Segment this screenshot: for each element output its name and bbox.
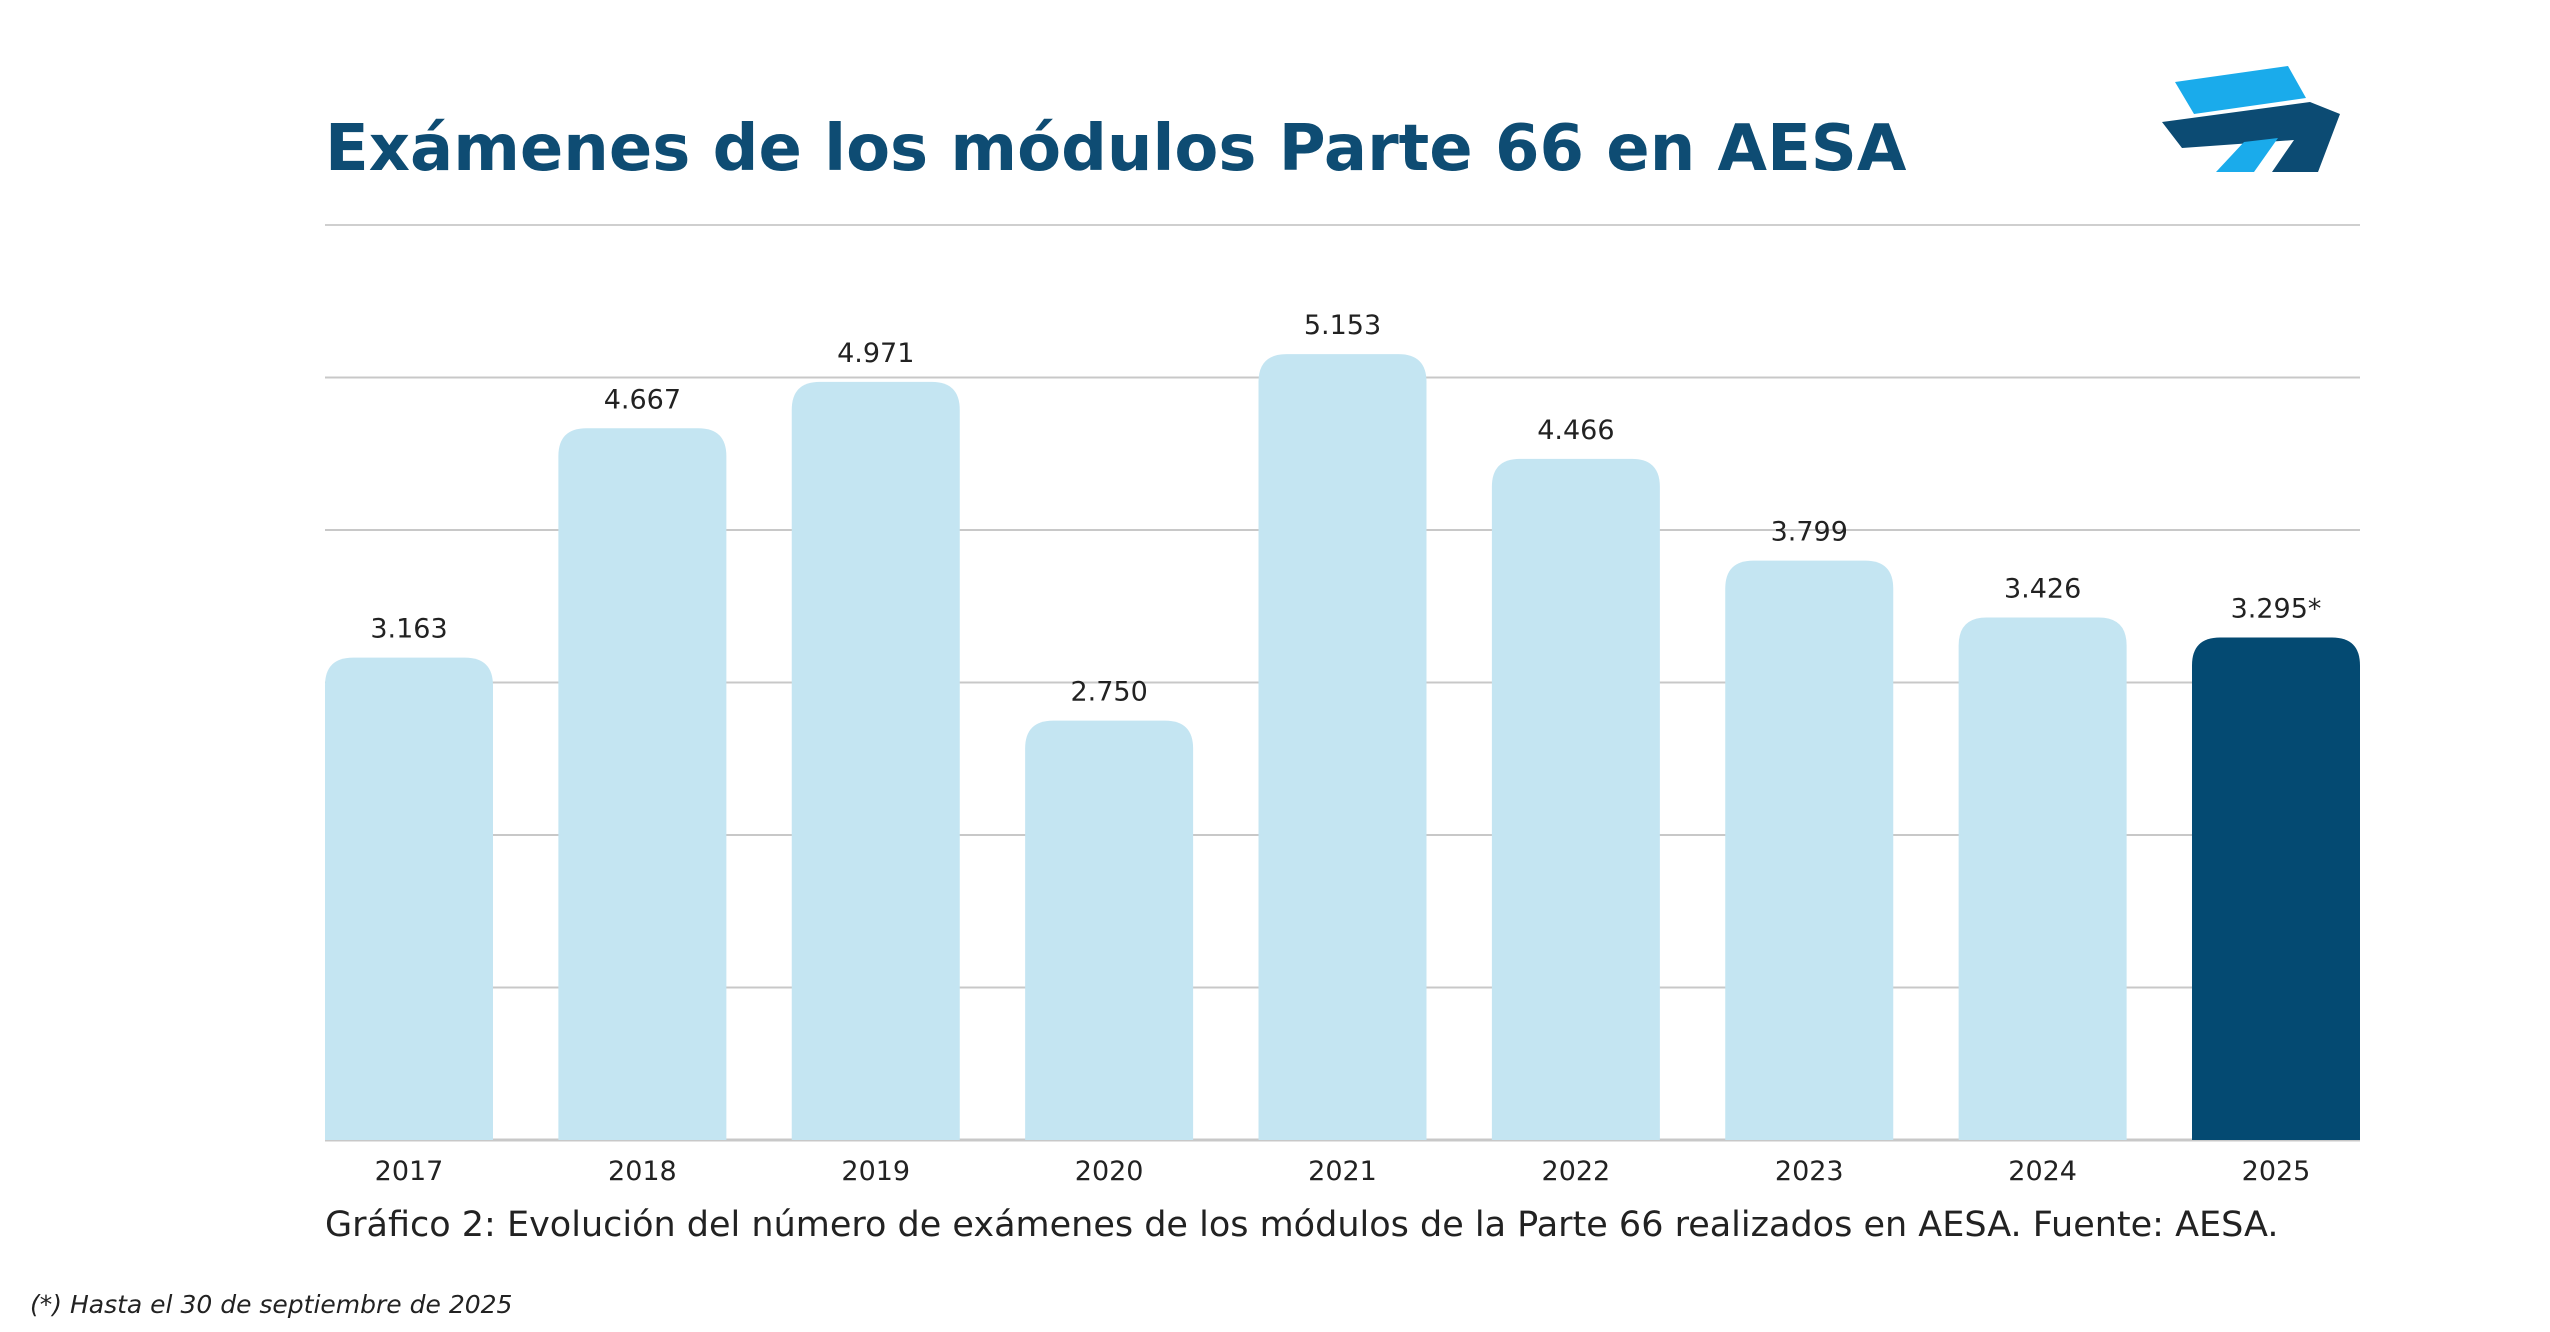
bars bbox=[325, 354, 2360, 1141]
bar-2022 bbox=[1491, 458, 1660, 1140]
title-divider bbox=[325, 224, 2360, 226]
bar-2021 bbox=[1258, 354, 1427, 1141]
x-tick-label-2017: 2017 bbox=[375, 1156, 444, 1187]
footnote: (*) Hasta el 30 de septiembre de 2025 bbox=[30, 1290, 513, 1319]
x-tick-labels: 2017 2018 2019 2020 2021 2022 2023 2024 2025 bbox=[375, 1156, 2311, 1187]
x-tick-label-2021: 2021 bbox=[1308, 1156, 1377, 1187]
value-label-2025: 3.295* bbox=[2231, 594, 2322, 625]
x-tick-label-2020: 2020 bbox=[1075, 1156, 1144, 1187]
value-label-2022: 4.466 bbox=[1537, 415, 1614, 446]
x-tick-label-2019: 2019 bbox=[841, 1156, 910, 1187]
x-tick-label-2022: 2022 bbox=[1542, 1156, 1611, 1187]
value-label-2021: 5.153 bbox=[1304, 310, 1381, 341]
x-tick-label-2024: 2024 bbox=[2008, 1156, 2077, 1187]
value-label-2020: 2.750 bbox=[1070, 677, 1147, 708]
bar-2024 bbox=[1958, 617, 2127, 1140]
bar-2018 bbox=[558, 428, 727, 1141]
x-tick-label-2023: 2023 bbox=[1775, 1156, 1844, 1187]
bar-chart: 3.163 4.667 4.971 2.750 5.153 4.466 3.799 3.426… bbox=[325, 310, 2360, 1187]
bar-2017 bbox=[325, 657, 493, 1140]
x-tick-label-2025: 2025 bbox=[2242, 1156, 2311, 1187]
aesa-logo-icon bbox=[2162, 66, 2340, 172]
chart-title: Exámenes de los módulos Parte 66 en AESA bbox=[325, 112, 1907, 186]
logo-bottom-left-stroke bbox=[2216, 138, 2278, 172]
bar-2025 bbox=[2192, 637, 2360, 1140]
value-label-2017: 3.163 bbox=[370, 614, 447, 645]
bar-2019 bbox=[791, 381, 960, 1140]
logo-lower-stroke bbox=[2162, 102, 2340, 172]
value-label-2019: 4.971 bbox=[837, 338, 914, 369]
value-label-2018: 4.667 bbox=[604, 384, 681, 415]
bar-2020 bbox=[1025, 720, 1194, 1140]
value-labels: 3.163 4.667 4.971 2.750 5.153 4.466 3.799 3.426… bbox=[370, 310, 2321, 707]
chart-caption: Gráfico 2: Evolución del número de exáme… bbox=[325, 1205, 2279, 1245]
bar-2023 bbox=[1725, 560, 1894, 1140]
x-tick-label-2018: 2018 bbox=[608, 1156, 677, 1187]
value-label-2023: 3.799 bbox=[1771, 517, 1848, 548]
logo-upper-stroke bbox=[2175, 66, 2306, 114]
value-label-2024: 3.426 bbox=[2004, 574, 2081, 605]
